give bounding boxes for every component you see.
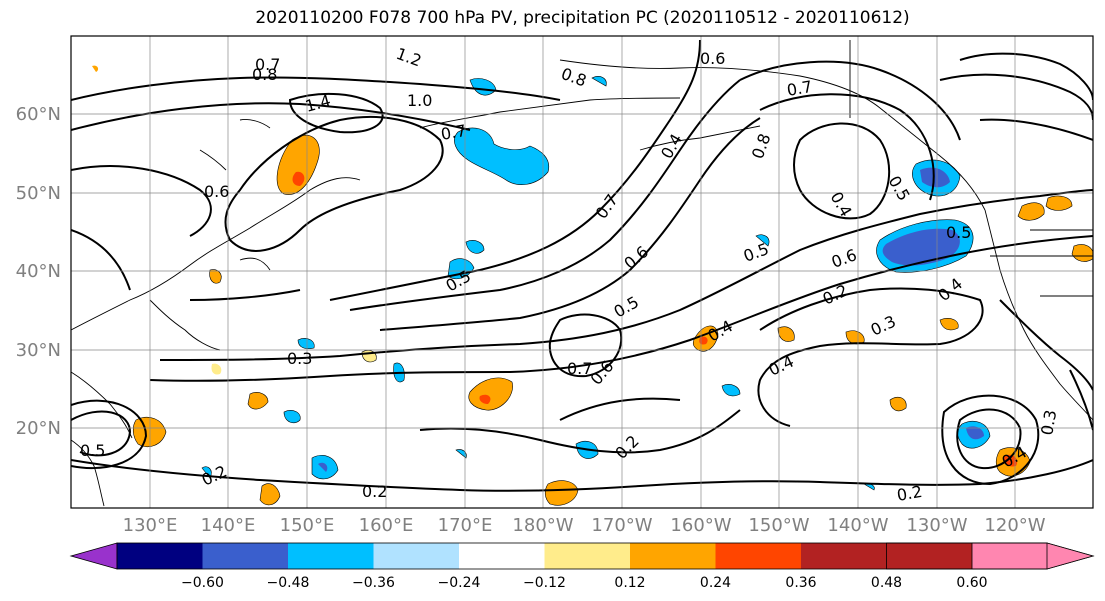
colorbar-segment xyxy=(373,543,459,569)
lat-tick: 30°N xyxy=(16,340,61,361)
coastlines xyxy=(71,40,1093,507)
contour-label: 0.7 xyxy=(567,359,592,378)
lon-tick: 120°W xyxy=(984,515,1045,536)
lon-tick: 130°W xyxy=(906,515,967,536)
colorbar-tick: 0.60 xyxy=(956,575,987,591)
contour-label: 0.7 xyxy=(255,55,280,74)
colorbar-tick: 0.12 xyxy=(614,575,645,591)
contour-label: 0.2 xyxy=(362,482,387,501)
contour-label: 0.3 xyxy=(1037,408,1060,436)
contour-label: 0.7 xyxy=(439,121,467,144)
lon-tick: 160°E xyxy=(359,515,414,536)
colorbar-tick: −0.48 xyxy=(267,575,310,591)
colorbar-tick: 0.36 xyxy=(785,575,816,591)
lat-tick: 20°N xyxy=(16,418,61,439)
lon-axis: 130°E 140°E 150°E 160°E 170°E 180°W 170°… xyxy=(123,515,1046,536)
graticule xyxy=(71,36,1093,508)
contour-label: 0.5 xyxy=(946,223,971,242)
contour-label: 0.7 xyxy=(785,77,813,100)
colorbar-tick: −0.12 xyxy=(523,575,566,591)
colorbar-tick: 0.24 xyxy=(700,575,731,591)
lat-tick: 60°N xyxy=(16,104,61,125)
colorbar-segment xyxy=(801,543,887,569)
lon-tick: 180°W xyxy=(512,515,573,536)
colorbar-frame xyxy=(116,542,1048,570)
contour-label: 1.0 xyxy=(407,91,432,110)
colorbar-segment xyxy=(630,543,716,569)
map-background xyxy=(71,36,1093,508)
lat-tick: 50°N xyxy=(16,183,61,204)
lat-axis: 60°N 50°N 40°N 30°N 20°N xyxy=(16,104,61,439)
lat-tick: 40°N xyxy=(16,261,61,282)
colorbar-tick: −0.36 xyxy=(352,575,395,591)
colorbar-ticks: −0.60 −0.48 −0.36 −0.24 −0.12 0.12 0.24 … xyxy=(181,575,988,591)
colorbar-segment xyxy=(288,543,374,569)
precip-shading xyxy=(92,65,1093,506)
contour-label: 0.6 xyxy=(204,182,229,201)
contour-label: 0.2 xyxy=(895,482,923,505)
contour-label: 0.8 xyxy=(252,65,277,84)
colorbar-extend-max-tip xyxy=(971,542,1095,570)
colorbar-segment xyxy=(117,543,203,569)
contour-label: 0.5 xyxy=(80,441,105,460)
colorbar-tick: 0.48 xyxy=(871,575,902,591)
lon-tick: 140°W xyxy=(827,515,888,536)
pv-contours xyxy=(71,39,1093,492)
colorbar-segment xyxy=(544,543,630,569)
lon-tick: 150°W xyxy=(748,515,809,536)
colorbar-segment xyxy=(202,543,288,569)
colorbar-extend-min xyxy=(69,542,118,570)
contour-label: 0.3 xyxy=(287,349,312,368)
map-frame xyxy=(70,35,1094,509)
contour-label: 0.6 xyxy=(700,49,725,68)
colorbar: −0.60 −0.48 −0.36 −0.24 −0.12 0.12 0.24 … xyxy=(69,542,1095,591)
chart-title: 2020110200 F078 700 hPa PV, precipitatio… xyxy=(255,8,910,28)
lon-tick: 160°W xyxy=(670,515,731,536)
colorbar-tick: −0.24 xyxy=(438,575,481,591)
lon-tick: 170°E xyxy=(438,515,493,536)
lon-tick: 170°W xyxy=(591,515,652,536)
lon-tick: 150°E xyxy=(280,515,335,536)
colorbar-segment xyxy=(715,543,801,569)
colorbar-segment xyxy=(459,543,545,569)
lon-tick: 140°E xyxy=(201,515,256,536)
colorbar-tick: −0.60 xyxy=(181,575,224,591)
lon-tick: 130°E xyxy=(123,515,178,536)
